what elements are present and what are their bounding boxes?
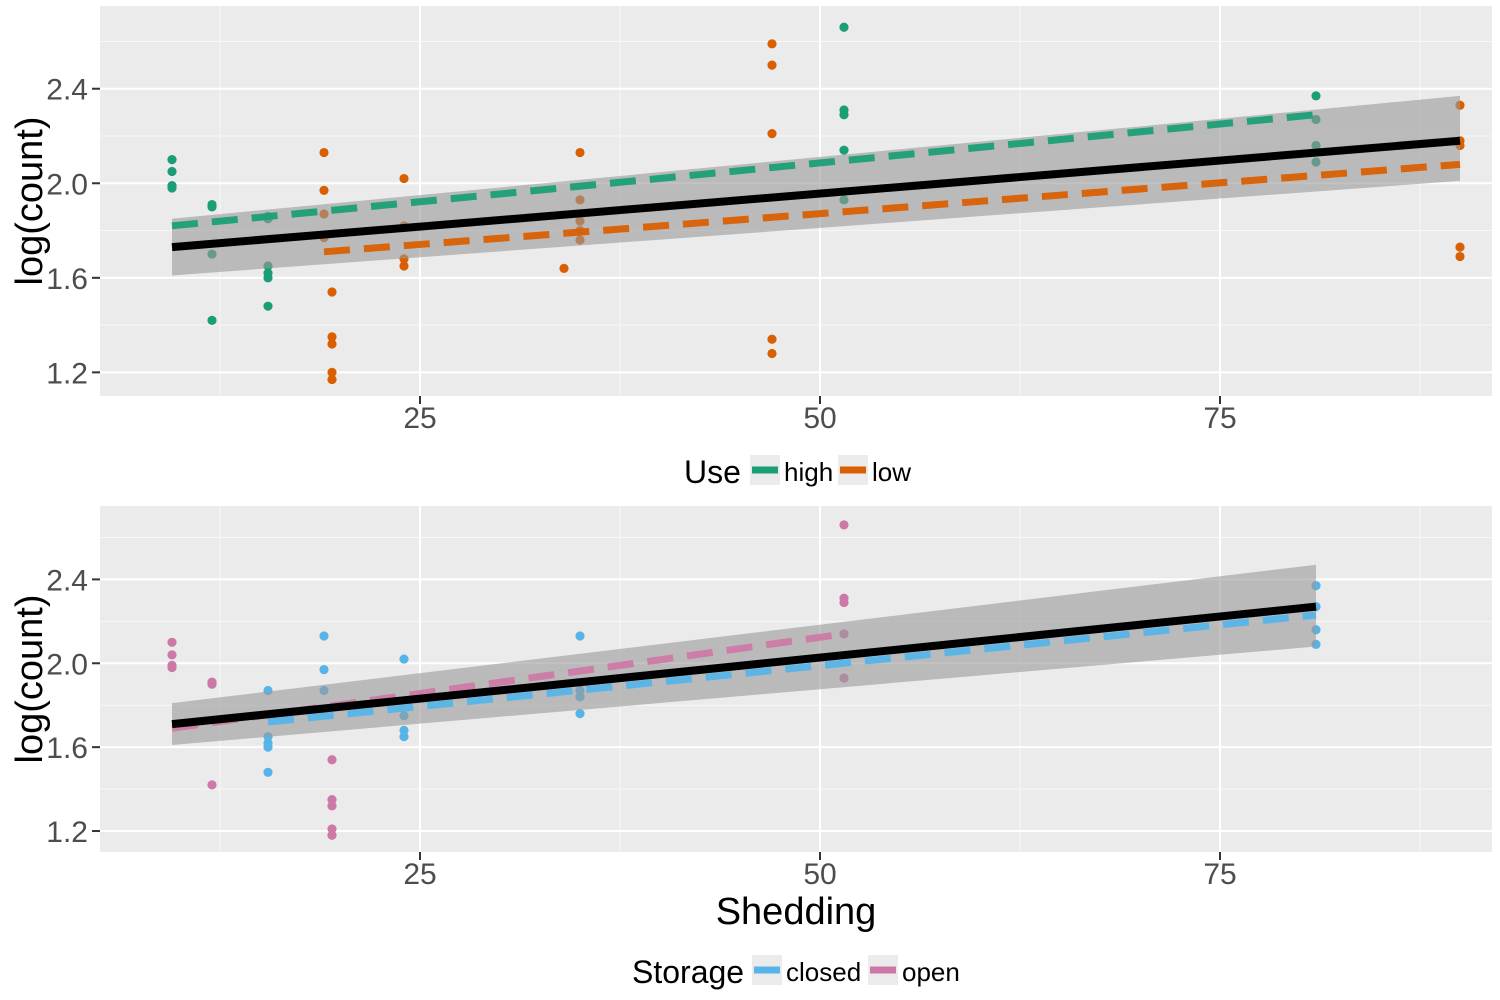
data-point-high (263, 301, 273, 311)
data-point-low (319, 185, 329, 195)
y-tick-label: 1.2 (46, 357, 88, 390)
x-tick-label: 50 (803, 858, 836, 891)
legend-label-closed: closed (786, 957, 861, 987)
fit-line-low (323, 160, 1461, 256)
data-point-open (327, 830, 337, 840)
y-axis-title: log(count) (9, 117, 51, 286)
legend-title: Use (684, 454, 741, 490)
data-point-open (839, 597, 849, 608)
data-point-high (839, 22, 849, 32)
chart-panel-top: 1.2 1.6 2.0 2.4 25 50 75 log(count) Use high low (9, 6, 1492, 490)
legend-label-open: open (902, 957, 960, 987)
data-point-low (767, 39, 777, 49)
y-tick-label: 1.6 (46, 732, 88, 765)
fit-line-open (171, 630, 845, 732)
data-point-open (207, 679, 217, 689)
data-point-open (327, 794, 337, 805)
data-point-high (207, 202, 217, 212)
data-point-high (167, 166, 177, 177)
y-tick-label: 2.0 (46, 168, 88, 201)
plot-area (167, 520, 1321, 840)
data-point-closed (319, 631, 329, 641)
data-point-low (327, 287, 337, 297)
x-tick-label: 75 (1203, 858, 1236, 891)
data-point-low (327, 367, 337, 377)
x-tick-label: 25 (403, 402, 436, 435)
x-tick-label: 25 (403, 858, 436, 891)
overall-fit-line (171, 602, 1317, 729)
data-point-low (1455, 251, 1465, 262)
y-tick-label: 2.0 (46, 648, 88, 681)
data-point-closed (575, 631, 585, 641)
data-point-high (1311, 91, 1321, 101)
y-tick-label: 1.2 (46, 816, 88, 849)
data-point-low (767, 60, 777, 70)
plot-area (167, 22, 1465, 385)
data-point-closed (399, 725, 409, 735)
data-point-low (1455, 242, 1465, 252)
data-point-low (767, 334, 777, 344)
data-point-low (327, 374, 337, 385)
data-point-high (839, 110, 849, 120)
data-point-open (327, 801, 337, 811)
data-point-low (559, 263, 569, 273)
data-point-low (319, 147, 329, 158)
data-point-low (767, 129, 777, 139)
x-tick-label: 50 (803, 402, 836, 435)
legend-label-high: high (784, 457, 833, 487)
data-point-open (167, 637, 177, 647)
data-point-closed (399, 732, 409, 742)
data-point-closed (399, 654, 409, 664)
confidence-band (172, 95, 1460, 276)
data-point-closed (319, 664, 329, 675)
y-tick-label: 2.4 (46, 564, 88, 597)
data-point-closed (575, 709, 585, 719)
confidence-band (172, 564, 1316, 746)
data-point-high (167, 183, 177, 193)
data-point-low (767, 348, 777, 359)
x-tick-label: 75 (1203, 402, 1236, 435)
data-point-open (207, 780, 217, 790)
fit-line-high (171, 111, 1317, 230)
legend: Storage closed open (632, 954, 960, 990)
data-point-open (327, 824, 337, 834)
legend-label-low: low (872, 457, 911, 487)
legend: Use high low (684, 454, 911, 490)
data-point-high (263, 273, 273, 283)
y-tick-label: 2.4 (46, 74, 88, 107)
data-point-open (167, 650, 177, 660)
y-axis-title: log(count) (9, 595, 51, 764)
data-point-low (575, 147, 585, 158)
data-point-low (327, 332, 337, 342)
chart-panel-bottom: 1.2 1.6 2.0 2.4 25 50 75 log(count) Shedding Stor… (9, 506, 1492, 990)
fit-line-closed (267, 611, 1317, 726)
data-point-low (399, 261, 409, 271)
data-point-open (167, 662, 177, 673)
x-axis-title: Shedding (716, 891, 877, 933)
data-point-high (207, 315, 217, 325)
data-point-open (327, 755, 337, 765)
data-point-high (839, 145, 849, 155)
legend-title: Storage (632, 954, 744, 990)
y-tick-label: 1.6 (46, 263, 88, 296)
data-point-open (839, 520, 849, 530)
data-point-high (167, 155, 177, 165)
data-point-closed (263, 742, 273, 752)
data-point-low (327, 339, 337, 349)
overall-fit-line (171, 136, 1461, 252)
data-point-low (399, 173, 409, 184)
data-point-closed (263, 767, 273, 777)
